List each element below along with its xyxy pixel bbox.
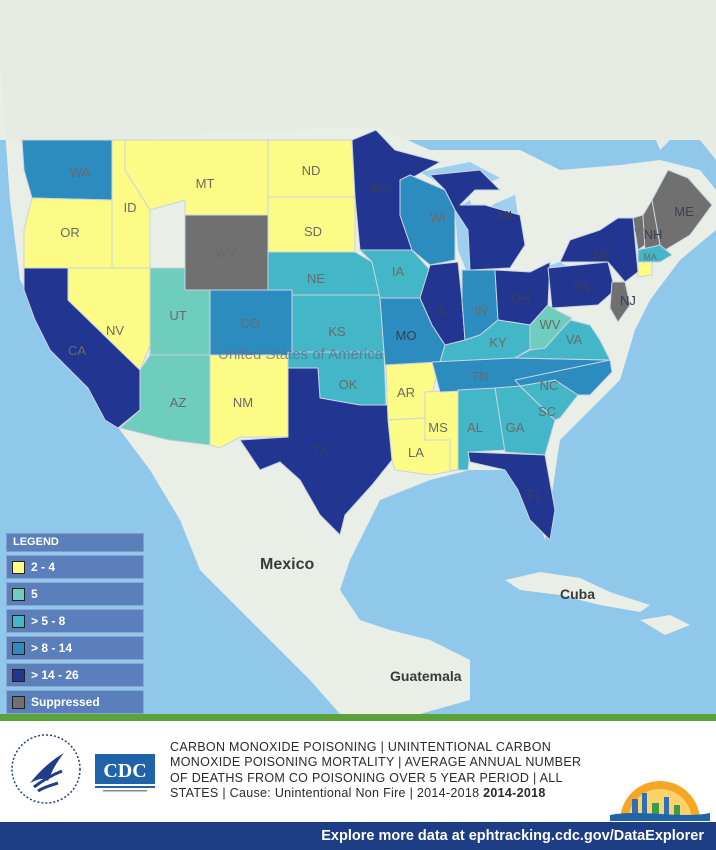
label-nj: NJ <box>620 293 636 308</box>
label-co: CO <box>240 316 260 331</box>
state-nc[interactable] <box>514 359 613 396</box>
label-nm: NM <box>233 395 253 410</box>
cuba-land <box>505 572 650 612</box>
legend-label: 2 - 4 <box>31 560 56 574</box>
label-wv: WV <box>540 317 561 332</box>
description-period: 2014-2018 <box>483 785 546 800</box>
label-mo: MO <box>396 328 417 343</box>
label-ky: KY <box>489 335 507 350</box>
legend-label: > 8 - 14 <box>31 641 73 655</box>
label-wy: WY <box>216 246 237 261</box>
label-nc: NC <box>540 378 559 393</box>
cdc-logo-icon[interactable]: CDC <box>95 754 155 794</box>
legend-swatch <box>12 641 25 655</box>
label-ca: CA <box>68 343 86 358</box>
label-ms: MS <box>428 420 448 435</box>
label-sd: SD <box>304 224 322 239</box>
label-sc: SC <box>538 404 556 419</box>
label-il: IL <box>437 303 448 318</box>
legend-swatch <box>12 695 25 709</box>
label-ar: AR <box>397 385 415 400</box>
label-vt: VT <box>634 227 646 237</box>
label-id: ID <box>124 200 137 215</box>
label-az: AZ <box>170 395 187 410</box>
legend-item-suppressed[interactable]: Suppressed <box>6 690 144 714</box>
legend: LEGEND 2 - 4 5 > 5 - 8 > 8 - 14 > 14 - 2… <box>6 533 144 714</box>
label-or: OR <box>60 225 80 240</box>
hispaniola-land <box>640 615 690 635</box>
label-wa: WA <box>70 165 91 180</box>
state-tx[interactable] <box>239 367 393 536</box>
legend-label: > 5 - 8 <box>31 614 66 628</box>
label-ok: OK <box>339 377 358 392</box>
explore-banner[interactable]: Explore more data at ephtracking.cdc.gov… <box>0 822 716 850</box>
label-al: AL <box>467 420 483 435</box>
state-wv[interactable] <box>529 304 573 351</box>
state-nv[interactable] <box>67 267 151 371</box>
label-la: LA <box>408 445 424 460</box>
legend-swatch <box>12 668 25 682</box>
canada-land <box>0 0 716 160</box>
state-labels: WA OR CA ID NV MT WY UT AZ CO NM ND SD N… <box>60 163 694 503</box>
label-wi: WI <box>430 210 446 225</box>
label-tn: TN <box>471 369 488 384</box>
state-ky[interactable] <box>439 319 546 363</box>
label-mi: MI <box>498 208 512 223</box>
tracking-network-logo-icon[interactable] <box>610 769 710 821</box>
label-va: VA <box>566 332 583 347</box>
legend-item-5[interactable]: 5 <box>6 582 144 606</box>
label-mt: MT <box>196 176 215 191</box>
label-oh: OH <box>511 291 531 306</box>
footer: CDC CARBON MONOXIDE POISONING | UNINTENT… <box>0 721 716 822</box>
map-description: CARBON MONOXIDE POISONING | UNINTENTIONA… <box>170 740 590 801</box>
state-nj[interactable] <box>609 281 631 323</box>
legend-item-5-8[interactable]: > 5 - 8 <box>6 609 144 633</box>
legend-title: LEGEND <box>6 533 144 552</box>
place-mexico: Mexico <box>260 556 314 573</box>
state-wi[interactable] <box>399 174 456 266</box>
legend-swatch <box>12 614 25 628</box>
legend-swatch <box>12 560 25 574</box>
state-ga[interactable] <box>494 385 556 456</box>
label-in: IN <box>475 303 488 318</box>
legend-label: Suppressed <box>31 695 100 709</box>
label-ny: NY <box>593 247 611 262</box>
label-fl: FL <box>527 488 542 503</box>
legend-item-2-4[interactable]: 2 - 4 <box>6 555 144 579</box>
label-ia: IA <box>392 264 405 279</box>
label-nd: ND <box>302 163 321 178</box>
description-text: CARBON MONOXIDE POISONING | UNINTENTIONA… <box>170 740 582 800</box>
label-ne: NE <box>307 271 325 286</box>
state-fl[interactable] <box>467 451 556 541</box>
label-mn: MN <box>371 180 391 195</box>
state-ct[interactable] <box>637 261 653 278</box>
legend-label: 5 <box>31 587 38 601</box>
legend-swatch <box>12 587 25 601</box>
cdc-logo-text: CDC <box>103 760 146 782</box>
country-label: United States of America <box>218 346 384 363</box>
hhs-seal-icon[interactable] <box>8 731 84 807</box>
label-tx: TX <box>312 443 329 458</box>
place-cuba: Cuba <box>560 586 595 602</box>
label-me: ME <box>674 204 694 219</box>
label-pa: PA <box>574 280 591 295</box>
label-ks: KS <box>328 324 346 339</box>
state-ma[interactable] <box>637 244 673 263</box>
place-guatemala: Guatemala <box>390 668 462 684</box>
choropleth-map[interactable]: WA OR CA ID NV MT WY UT AZ CO NM ND SD N… <box>0 0 716 714</box>
label-ga: GA <box>506 420 525 435</box>
explore-link[interactable]: Explore more data at ephtracking.cdc.gov… <box>321 828 704 844</box>
legend-label: > 14 - 26 <box>31 668 79 682</box>
label-nh: NH <box>644 227 663 242</box>
label-nv: NV <box>106 323 124 338</box>
state-pa[interactable] <box>547 261 616 309</box>
state-mi[interactable] <box>429 169 526 271</box>
label-ut: UT <box>169 308 186 323</box>
divider-bar <box>0 714 716 721</box>
legend-item-14-26[interactable]: > 14 - 26 <box>6 663 144 687</box>
label-ma: MA <box>643 252 657 262</box>
legend-item-8-14[interactable]: > 8 - 14 <box>6 636 144 660</box>
